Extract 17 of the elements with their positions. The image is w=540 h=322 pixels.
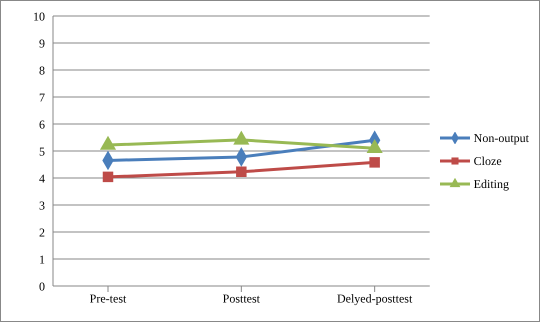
y-tick-label: 5 <box>39 144 45 158</box>
legend-label: Editing <box>474 176 509 192</box>
y-tick-label: 2 <box>39 225 45 240</box>
y-tick-label: 10 <box>33 9 45 24</box>
x-tick-label: Pre-test <box>90 292 127 306</box>
legend-label: Non-output <box>474 130 529 146</box>
y-tick-label: 8 <box>39 63 45 78</box>
y-tick-label: 0 <box>39 279 45 294</box>
y-tick-label: 1 <box>39 252 45 266</box>
legend-label: Cloze <box>474 154 502 168</box>
y-tick-label: 3 <box>39 198 45 212</box>
y-tick-label: 6 <box>39 117 45 132</box>
y-tick-label: 4 <box>39 171 45 186</box>
x-tick-label: Delyed-posttest <box>336 292 413 306</box>
x-tick-label: Posttest <box>222 292 261 306</box>
y-tick-label: 9 <box>39 36 45 50</box>
y-tick-label: 7 <box>39 90 45 104</box>
